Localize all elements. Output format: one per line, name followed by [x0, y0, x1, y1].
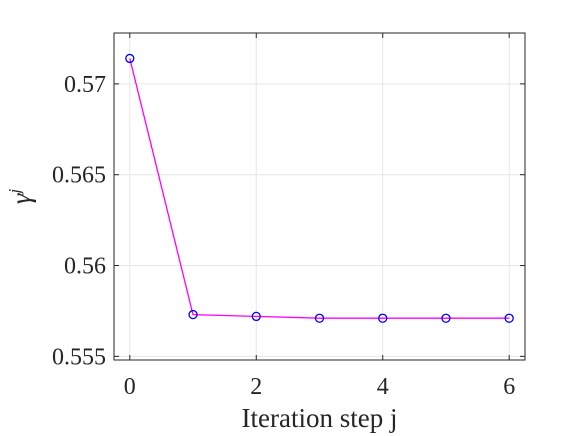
x-tick-label: 4 [377, 374, 389, 400]
data-point-marker [251, 311, 261, 322]
data-point-marker [441, 313, 451, 323]
y-axis-ticks: 0.555 0.56 0.565 0.57 [52, 72, 525, 370]
data-point-marker [314, 313, 325, 323]
y-axis-label-symbol: γ [6, 192, 36, 204]
data-point-marker [504, 313, 514, 323]
data-point-marker [378, 313, 388, 323]
data-point-marker [125, 53, 135, 64]
x-axis-ticks: 0 2 4 6 [124, 33, 515, 400]
x-tick-label: 0 [124, 374, 136, 400]
y-tick-label: 0.57 [64, 72, 106, 98]
x-tick-label: 2 [250, 374, 262, 400]
y-axis-label: γj [5, 189, 36, 205]
plot-area-frame [113, 32, 526, 361]
series-markers [125, 53, 514, 323]
y-tick-label: 0.555 [52, 344, 106, 370]
grid-lines [114, 33, 525, 360]
series-line [129, 58, 510, 319]
data-point-marker [188, 309, 198, 320]
y-tick-label: 0.565 [52, 163, 106, 189]
y-tick-label: 0.56 [64, 254, 106, 280]
y-axis-label-superscript: j [5, 189, 24, 196]
x-tick-label: 6 [503, 374, 515, 400]
x-axis-label: Iteration step j [242, 403, 398, 433]
